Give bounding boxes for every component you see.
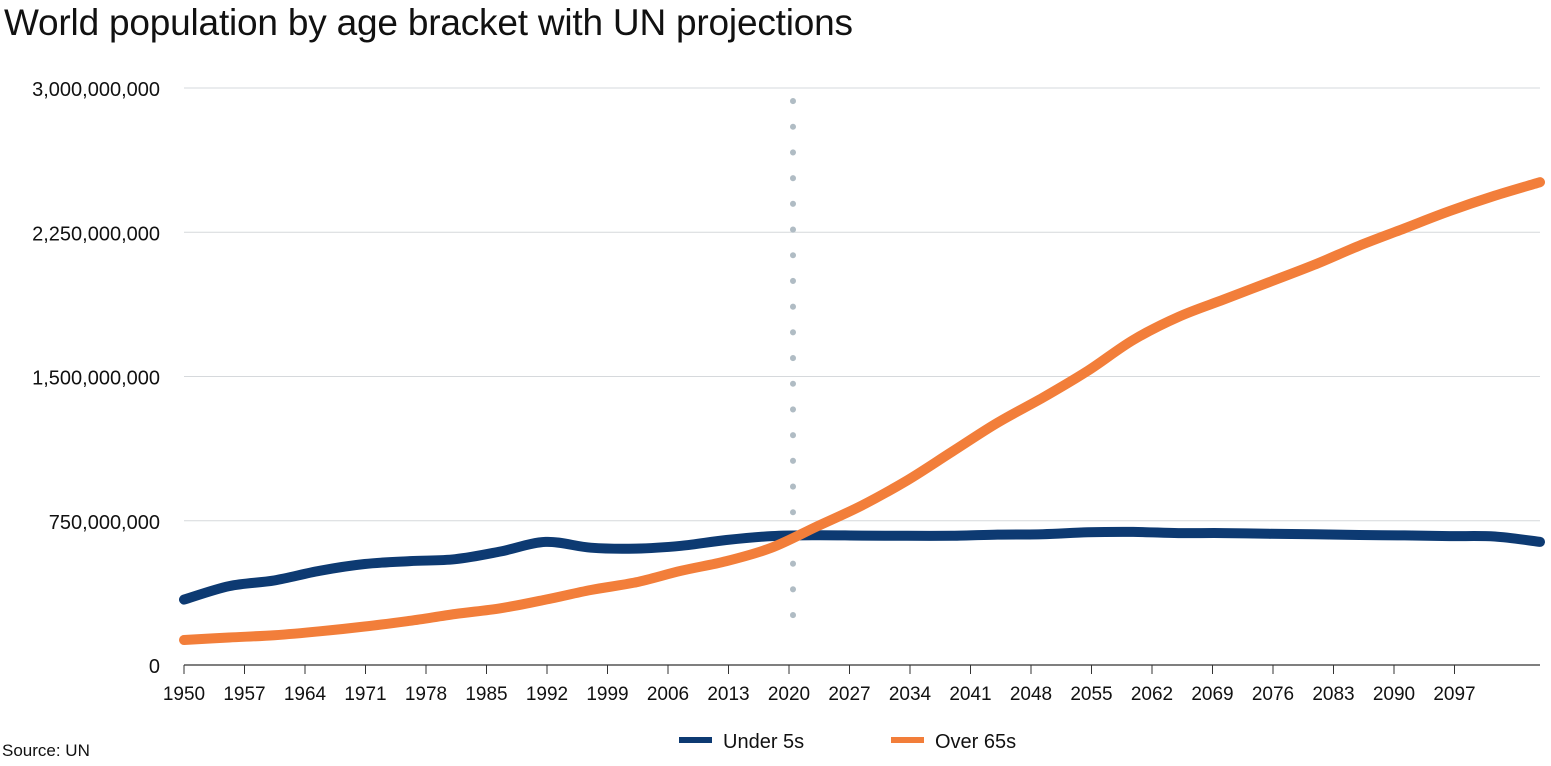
y-tick-label: 2,250,000,000 (32, 223, 160, 245)
x-tick-label: 2076 (1252, 684, 1294, 705)
x-tick-label: 2062 (1131, 684, 1173, 705)
x-tick-label: 2013 (707, 684, 749, 705)
source-note: Source: UN (2, 741, 90, 760)
y-tick-label: 0 (149, 656, 160, 678)
x-axis-ticks: 1950 1957 1964 1971 1978 1985 1992 1999 2006 2013… (163, 665, 1476, 705)
x-tick-label: 1957 (223, 684, 265, 705)
x-tick-label: 2041 (949, 684, 991, 705)
x-tick-label: 2097 (1433, 684, 1475, 705)
x-tick-label: 1999 (586, 684, 628, 705)
y-tick-label: 1,500,000,000 (32, 368, 160, 390)
series-line-over-65s (179, 177, 1545, 645)
x-tick-label: 2090 (1373, 684, 1415, 705)
x-tick-label: 2055 (1070, 684, 1112, 705)
x-tick-label: 2069 (1191, 684, 1233, 705)
x-tick-label: 2034 (889, 684, 932, 705)
x-tick-label: 2006 (647, 684, 689, 705)
legend-label-under-5s: Under 5s (723, 731, 804, 753)
chart-title: World population by age bracket with UN … (4, 2, 853, 43)
x-tick-label: 1964 (284, 684, 327, 705)
x-tick-label: 2048 (1010, 684, 1052, 705)
x-tick-label: 2083 (1312, 684, 1354, 705)
x-tick-label: 1978 (405, 684, 447, 705)
y-axis-ticks: 0 750,000,000 1,500,000,000 2,250,000,000 3,… (32, 79, 160, 678)
legend: Under 5s Over 65s (679, 731, 1016, 753)
series-lines (179, 177, 1545, 645)
y-tick-label: 3,000,000,000 (32, 79, 160, 101)
x-tick-label: 1985 (465, 684, 507, 705)
x-tick-label: 1992 (526, 684, 568, 705)
series-line-under-5s (179, 526, 1545, 605)
x-tick-label: 1971 (344, 684, 386, 705)
x-tick-label: 1950 (163, 684, 205, 705)
y-tick-label: 750,000,000 (49, 512, 160, 534)
gridlines (184, 87, 1540, 666)
x-tick-label: 2020 (768, 684, 810, 705)
legend-label-over-65s: Over 65s (935, 731, 1016, 753)
x-tick-label: 2027 (828, 684, 870, 705)
